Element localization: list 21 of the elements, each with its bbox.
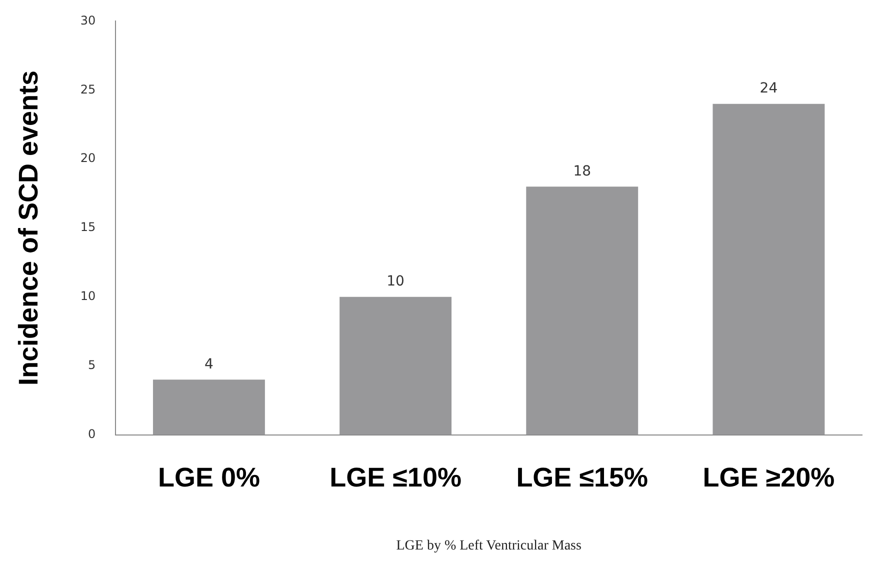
x-tick-label: LGE ≤15%	[516, 462, 648, 492]
x-tick-label: LGE 0%	[158, 462, 260, 492]
y-tick-label: 30	[80, 13, 96, 28]
data-label: 18	[573, 163, 592, 180]
data-label: 24	[760, 80, 778, 97]
y-tick-label: 15	[80, 220, 96, 234]
x-axis-title: LGE by % Left Ventricular Mass	[396, 538, 582, 554]
y-tick-label: 0	[88, 426, 96, 441]
data-label: 10	[386, 274, 404, 290]
x-tick-label: LGE ≥20%	[702, 462, 835, 492]
y-tick-label: 20	[80, 151, 96, 166]
data-label: 4	[204, 356, 214, 372]
bar	[712, 104, 825, 435]
bar	[152, 380, 265, 435]
bar	[340, 296, 452, 435]
y-tick-label: 25	[80, 82, 96, 96]
x-tick-label: LGE ≤10%	[330, 462, 462, 492]
y-tick-label: 10	[80, 289, 96, 304]
bar	[526, 186, 638, 435]
y-axis-title: Incidence of SCD events	[14, 70, 44, 386]
y-tick-label: 5	[88, 358, 96, 372]
